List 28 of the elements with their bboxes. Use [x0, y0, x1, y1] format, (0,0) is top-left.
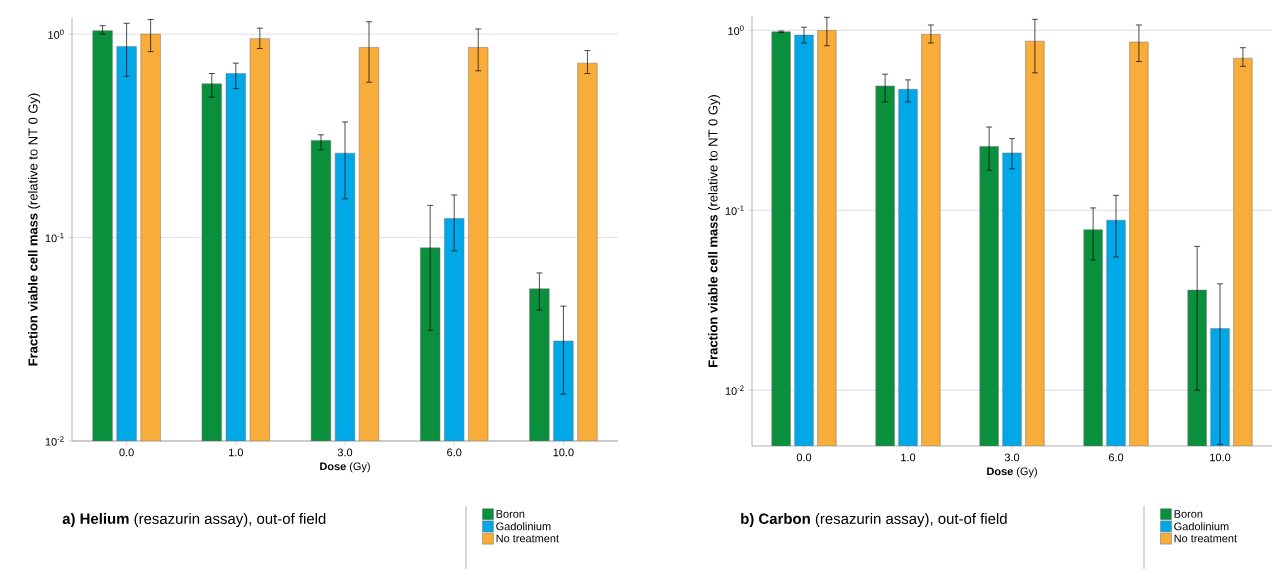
text: a) Helium (resazurin assay), out-of field: [62, 513, 326, 527]
x-tick-label: 10.0: [1210, 453, 1231, 462]
legend-label: No treatment: [496, 534, 559, 543]
legend-label: Boron: [496, 510, 525, 518]
legend-label: Gadolinium: [1174, 522, 1229, 531]
x-tick-label: 6.0: [1108, 453, 1124, 462]
x-tick-label: 6.0: [447, 448, 462, 457]
y-axis-title: Fraction viable cell mass (relative to NT 0 Gy): [708, 95, 721, 367]
x-axis-title: Dose (Gy): [987, 467, 1037, 478]
y-tick-label: 10$^{-2}$: [725, 385, 744, 395]
y-tick-label: 10$^{0}$: [48, 29, 64, 39]
x-tick-label: 3.0: [1004, 453, 1020, 462]
legend-label: No treatment: [1174, 534, 1237, 543]
x-tick-label: 0.0: [796, 453, 812, 462]
y-tick-label: 10$^{0}$: [728, 25, 744, 35]
x-tick-label: 1.0: [901, 453, 916, 462]
x-tick-label: 1.0: [229, 448, 243, 457]
legend-label: Boron: [1174, 510, 1203, 518]
legend-label: Gadolinium: [496, 522, 551, 531]
y-tick-label: 10$^{-2}$: [45, 436, 64, 446]
y-tick-label: 10$^{-1}$: [725, 205, 744, 215]
x-tick-label: 3.0: [337, 448, 353, 457]
x-tick-label: 0.0: [119, 448, 134, 457]
y-tick-label: 10$^{-1}$: [45, 232, 64, 243]
text: b) Carbon (resazurin assay), out-of field: [741, 513, 1007, 527]
y-axis-title: Fraction viable cell mass (relative to NT 0 Gy): [28, 93, 41, 366]
x-axis-title: Dose (Gy): [320, 462, 370, 473]
x-tick-label: 10.0: [553, 448, 574, 457]
